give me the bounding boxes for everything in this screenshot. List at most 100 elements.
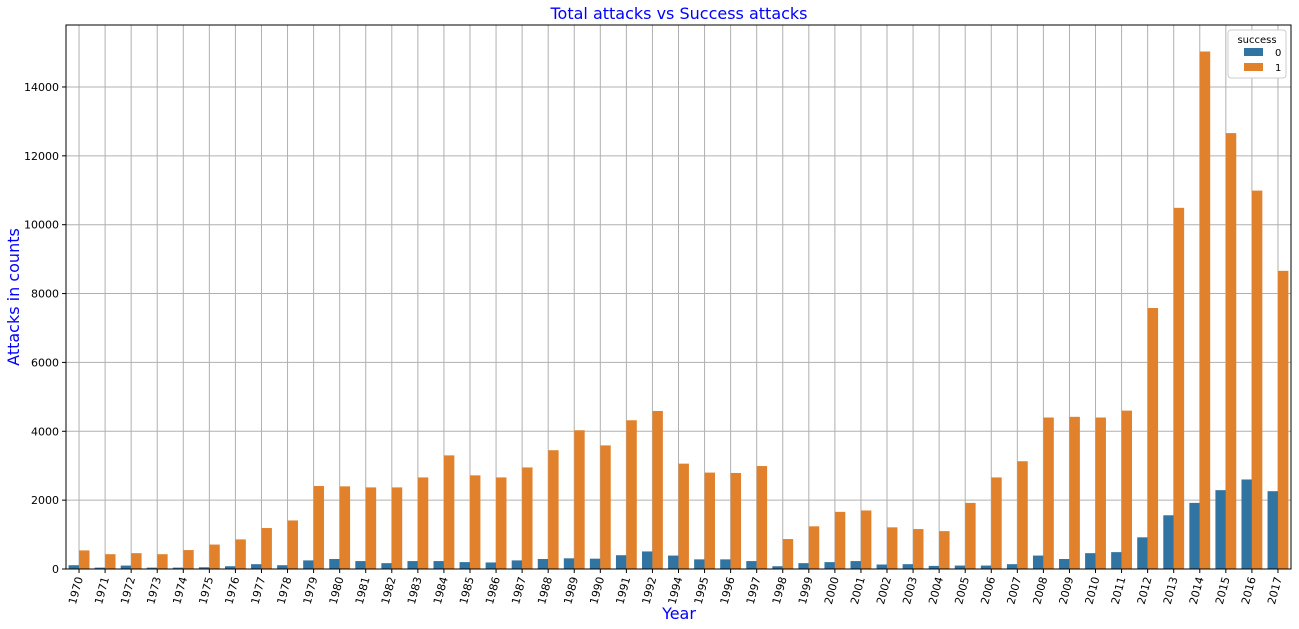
bar-success-1 <box>287 520 298 569</box>
bar-success-0 <box>980 565 992 569</box>
bar-success-0 <box>1006 564 1018 569</box>
bar-success-1 <box>1017 461 1028 569</box>
bar-success-0 <box>224 566 236 569</box>
bar-success-1 <box>496 477 507 569</box>
y-tick-label: 14000 <box>24 81 59 94</box>
bar-success-1 <box>860 510 872 569</box>
chart-title: Total attacks vs Success attacks <box>549 4 807 23</box>
bar-success-1 <box>808 526 820 569</box>
bar-success-0 <box>172 567 184 569</box>
bar-success-0 <box>1215 490 1226 569</box>
bar-success-1 <box>469 475 481 569</box>
bar-success-0 <box>277 565 288 569</box>
bar-success-0 <box>381 563 392 569</box>
bar-success-1 <box>965 502 976 569</box>
bar-success-0 <box>94 567 106 569</box>
bar-success-1 <box>157 554 168 569</box>
legend-swatch-1 <box>1244 63 1263 71</box>
bar-success-1 <box>339 486 351 569</box>
legend: success 0 1 <box>1227 29 1287 79</box>
bar-success-0 <box>694 559 705 569</box>
x-axis-ticks: 1970 1971 1972 1973 1974 1975 1976 1977 1978 1979… <box>66 569 1285 606</box>
bar-success-1 <box>1173 207 1185 569</box>
bar-success-1 <box>704 472 715 569</box>
bar-success-1 <box>782 539 794 569</box>
y-tick-label: 12000 <box>24 150 59 163</box>
bar-success-1 <box>131 553 142 569</box>
bar-success-1 <box>1147 308 1159 569</box>
bar-success-1 <box>887 527 898 569</box>
bar-success-1 <box>391 487 403 569</box>
bar-success-1 <box>1069 416 1080 569</box>
bar-success-0 <box>355 561 366 569</box>
bar-success-0 <box>303 560 314 569</box>
bar-success-1 <box>574 430 585 569</box>
bar-success-1 <box>235 539 246 569</box>
bar-success-0 <box>1059 559 1070 569</box>
bar-success-1 <box>756 466 768 569</box>
bar-success-0 <box>407 561 418 569</box>
bar-success-1 <box>1277 270 1289 569</box>
bar-success-1 <box>678 463 689 569</box>
bar-success-1 <box>600 445 611 569</box>
bar-success-0 <box>642 551 653 569</box>
bar-success-1 <box>261 528 272 569</box>
bar-success-0 <box>1163 515 1174 569</box>
y-tick-label: 6000 <box>31 356 59 369</box>
bars <box>68 51 1289 570</box>
bar-success-0 <box>1189 502 1200 569</box>
bar-success-0 <box>485 562 497 569</box>
bar-success-1 <box>1225 133 1237 569</box>
bar-success-1 <box>417 477 429 569</box>
y-tick-label: 10000 <box>24 219 59 232</box>
y-axis-ticks: 0 2000 4000 6000 8000 10000 12000 14000 <box>24 81 66 576</box>
bar-success-0 <box>198 567 210 569</box>
bar-success-1 <box>1251 190 1263 570</box>
bar-success-1 <box>626 420 637 569</box>
bar-success-0 <box>928 565 940 569</box>
bar-success-1 <box>1095 417 1106 569</box>
bar-success-0 <box>876 564 888 569</box>
bar-success-1 <box>183 550 194 569</box>
bar-success-0 <box>850 561 861 569</box>
legend-label-0: 0 <box>1275 48 1281 59</box>
legend-label-1: 1 <box>1275 63 1281 74</box>
bar-success-1 <box>79 550 90 569</box>
bar-success-1 <box>1043 417 1054 569</box>
bar-success-0 <box>511 560 523 569</box>
bar-success-1 <box>939 531 950 569</box>
bar-success-0 <box>433 561 444 569</box>
bar-success-1 <box>105 554 116 569</box>
bar-success-0 <box>1137 537 1148 569</box>
y-tick-label: 0 <box>52 563 59 576</box>
bar-success-1 <box>730 472 742 569</box>
bar-success-1 <box>548 450 559 569</box>
bar-success-0 <box>1111 552 1122 569</box>
bar-success-0 <box>824 562 835 569</box>
bar-success-0 <box>720 559 731 569</box>
bar-success-0 <box>1032 555 1044 569</box>
bar-success-0 <box>329 559 340 569</box>
bar-success-0 <box>902 564 914 569</box>
bar-success-1 <box>209 544 220 569</box>
bar-success-1 <box>1199 51 1211 569</box>
bar-success-1 <box>522 467 533 569</box>
bar-success-1 <box>991 477 1002 569</box>
legend-swatch-0 <box>1244 48 1263 56</box>
bar-success-1 <box>365 487 377 569</box>
bar-success-0 <box>459 562 470 569</box>
bar-success-0 <box>668 555 679 569</box>
bar-success-0 <box>1241 479 1252 569</box>
y-tick-label: 4000 <box>31 425 59 438</box>
bar-success-1 <box>913 529 924 569</box>
y-tick-label: 2000 <box>31 494 59 507</box>
bar-success-1 <box>834 511 846 569</box>
bar-success-0 <box>1267 491 1278 569</box>
bar-success-0 <box>589 558 601 569</box>
bar-success-0 <box>68 565 80 569</box>
bar-success-0 <box>798 563 809 569</box>
y-tick-label: 8000 <box>31 288 59 301</box>
bar-success-1 <box>313 486 325 569</box>
